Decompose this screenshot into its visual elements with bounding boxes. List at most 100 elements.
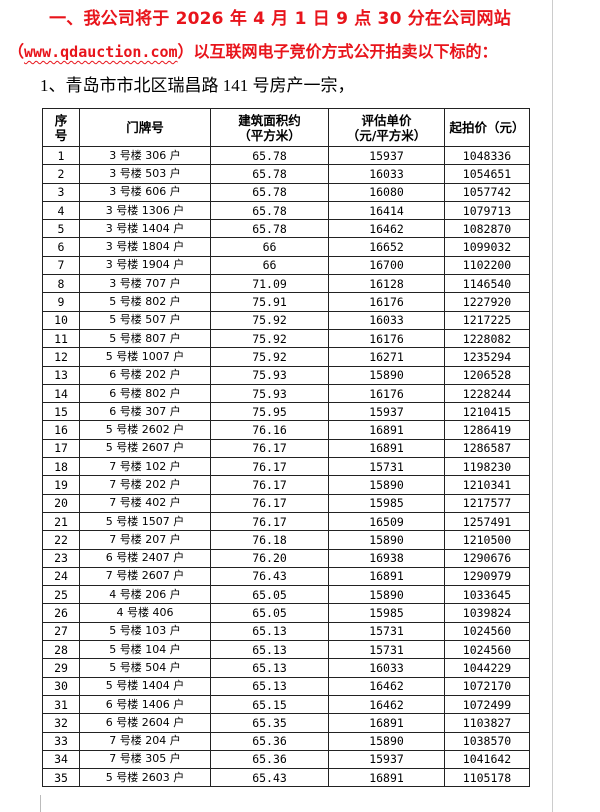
cell-starting-price: 1041642 xyxy=(444,749,530,770)
table-row: 34 7 号楼 305 户 65.36 15937 1041642 xyxy=(42,749,530,770)
website-link[interactable]: www.qdauction.com xyxy=(24,43,178,61)
cell-starting-price: 1290676 xyxy=(444,548,530,568)
cell-unit-price: 15985 xyxy=(328,493,445,513)
cell-starting-price: 1286419 xyxy=(444,420,530,440)
cell-area: 65.15 xyxy=(210,694,329,715)
header-text: （平方米） xyxy=(238,127,301,143)
cell-door-number: 5 号楼 504 户 xyxy=(79,658,211,678)
cell-index: 28 xyxy=(42,640,80,660)
cell-unit-price: 16128 xyxy=(328,274,445,294)
table-row: 35 5 号楼 2603 户 65.43 16891 1105178 xyxy=(42,768,530,788)
cell-index: 15 xyxy=(42,402,80,422)
cell-starting-price: 1290979 xyxy=(444,566,530,587)
announcement-heading-line2: （www.qdauction.com）以互联网电子竞价方式公开拍卖以下标的： xyxy=(8,38,568,62)
cell-index: 22 xyxy=(42,530,80,550)
cell-starting-price: 1102200 xyxy=(444,255,530,276)
cell-door-number: 5 号楼 802 户 xyxy=(79,292,211,312)
table-header-row: 序号门牌号 建筑面积约 （平方米） 评估单价 （元/平方米） 起拍价（元） xyxy=(42,108,530,147)
cell-index: 11 xyxy=(42,328,80,349)
table-row: 32 6 号楼 2604 户 65.35 16891 1103827 xyxy=(42,713,530,733)
cell-area: 65.36 xyxy=(210,749,329,770)
cell-door-number: 7 号楼 207 户 xyxy=(79,530,211,550)
cell-unit-price: 16033 xyxy=(328,658,445,678)
table-row: 13 6 号楼 202 户 75.93 15890 1206528 xyxy=(42,365,530,385)
cell-index: 29 xyxy=(42,658,80,678)
table-row: 22 7 号楼 207 户 76.18 15890 1210500 xyxy=(42,530,530,550)
cell-starting-price: 1257491 xyxy=(444,511,530,532)
cell-index: 24 xyxy=(42,566,80,587)
cell-starting-price: 1099032 xyxy=(444,237,530,257)
cell-index: 23 xyxy=(42,548,80,568)
cell-door-number: 7 号楼 402 户 xyxy=(79,493,211,513)
cell-index: 32 xyxy=(42,713,80,733)
cell-unit-price: 15890 xyxy=(328,530,445,550)
cell-index: 20 xyxy=(42,493,80,513)
page-corner-mark xyxy=(40,795,41,812)
cell-door-number: 3 号楼 306 户 xyxy=(79,145,211,166)
cell-index: 16 xyxy=(42,420,80,440)
cell-index: 31 xyxy=(42,694,80,715)
cell-door-number: 5 号楼 1007 户 xyxy=(79,347,211,367)
cell-area: 76.17 xyxy=(210,511,329,532)
paren-open: （ xyxy=(8,42,25,61)
table-row: 23 6 号楼 2407 户 76.20 16938 1290676 xyxy=(42,548,530,568)
cell-index: 9 xyxy=(42,292,80,312)
header-text: 序 xyxy=(54,112,68,128)
cell-unit-price: 16080 xyxy=(328,182,445,202)
table-row: 26 4 号楼 406 65.05 15985 1039824 xyxy=(42,603,530,623)
table-row: 18 7 号楼 102 户 76.17 15731 1198230 xyxy=(42,457,530,477)
table-row: 25 4 号楼 206 户 65.05 15890 1033645 xyxy=(42,585,530,605)
table-row: 10 5 号楼 507 户 75.92 16033 1217225 xyxy=(42,310,530,330)
cell-area: 65.05 xyxy=(210,585,329,605)
header-text: 建筑面积约 xyxy=(238,112,301,128)
header-text: 门牌号 xyxy=(126,120,164,135)
cell-index: 27 xyxy=(42,621,80,642)
cell-area: 65.13 xyxy=(210,621,329,642)
cell-unit-price: 16652 xyxy=(328,237,445,257)
cell-door-number: 5 号楼 1404 户 xyxy=(79,676,211,696)
cell-starting-price: 1038570 xyxy=(444,731,530,751)
cell-starting-price: 1286587 xyxy=(444,438,530,459)
cell-area: 76.20 xyxy=(210,548,329,568)
cell-area: 75.93 xyxy=(210,383,329,404)
cell-index: 35 xyxy=(42,768,80,788)
cell-area: 65.13 xyxy=(210,658,329,678)
cell-starting-price: 1217225 xyxy=(444,310,530,330)
cell-starting-price: 1054651 xyxy=(444,164,530,184)
header-unit-price: 评估单价 （元/平方米） xyxy=(328,108,445,147)
cell-door-number: 3 号楼 606 户 xyxy=(79,182,211,202)
cell-index: 10 xyxy=(42,310,80,330)
cell-starting-price: 1057742 xyxy=(444,182,530,202)
cell-starting-price: 1217577 xyxy=(444,493,530,513)
cell-starting-price: 1072499 xyxy=(444,694,530,715)
cell-door-number: 6 号楼 802 户 xyxy=(79,383,211,404)
cell-starting-price: 1039824 xyxy=(444,603,530,623)
cell-starting-price: 1024560 xyxy=(444,640,530,660)
cell-door-number: 5 号楼 1507 户 xyxy=(79,511,211,532)
cell-index: 26 xyxy=(42,603,80,623)
cell-starting-price: 1146540 xyxy=(444,274,530,294)
cell-area: 75.92 xyxy=(210,347,329,367)
cell-unit-price: 15937 xyxy=(328,145,445,166)
table-row: 20 7 号楼 402 户 76.17 15985 1217577 xyxy=(42,493,530,513)
header-area: 建筑面积约 （平方米） xyxy=(210,108,329,147)
cell-starting-price: 1235294 xyxy=(444,347,530,367)
cell-unit-price: 16462 xyxy=(328,676,445,696)
cell-unit-price: 15985 xyxy=(328,603,445,623)
cell-area: 75.91 xyxy=(210,292,329,312)
cell-door-number: 3 号楼 1306 户 xyxy=(79,200,211,221)
table-row: 12 5 号楼 1007 户 75.92 16271 1235294 xyxy=(42,347,530,367)
cell-door-number: 7 号楼 305 户 xyxy=(79,749,211,770)
cell-area: 76.18 xyxy=(210,530,329,550)
cell-area: 65.78 xyxy=(210,200,329,221)
cell-unit-price: 16938 xyxy=(328,548,445,568)
heading-line2-text: ）以互联网电子竞价方式公开拍卖以下标的： xyxy=(177,42,498,61)
cell-door-number: 5 号楼 2602 户 xyxy=(79,420,211,440)
cell-starting-price: 1210500 xyxy=(444,530,530,550)
cell-area: 66 xyxy=(210,237,329,257)
cell-unit-price: 16414 xyxy=(328,200,445,221)
